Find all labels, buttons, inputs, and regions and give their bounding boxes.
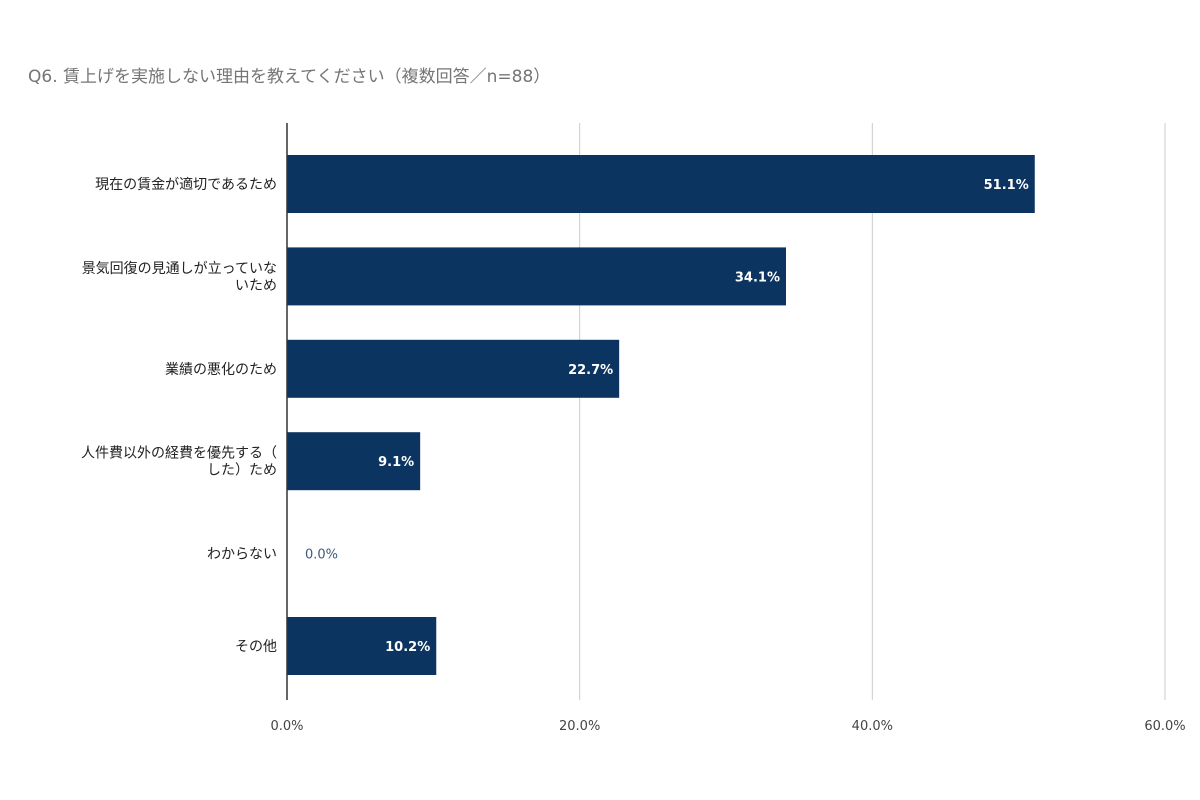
bar	[287, 432, 421, 491]
category-label: その他	[235, 639, 277, 655]
category-label: 業績の悪化のため	[165, 362, 277, 378]
category-label: 景気回復の見通しが立っていないため	[82, 260, 277, 294]
data-label: 0.0%	[305, 548, 338, 563]
chart-title: Q6. 賃上げを実施しない理由を教えてください（複数回答／n=88）	[28, 67, 551, 87]
data-label: 34.1%	[735, 270, 780, 285]
data-label: 9.1%	[378, 455, 414, 470]
category-label-line: 業績の悪化のため	[165, 362, 277, 378]
category-label: 人件費以外の経費を優先する（した）ため	[81, 446, 277, 479]
x-tick-label: 0.0%	[270, 719, 303, 734]
bar	[287, 155, 1035, 213]
data-label: 10.2%	[385, 640, 430, 655]
category-label-line: した）ため	[207, 463, 277, 479]
category-label-line: いため	[235, 278, 277, 294]
bar	[287, 339, 620, 398]
data-label: 22.7%	[568, 363, 613, 378]
category-label: 現在の賃金が適切であるため	[95, 176, 277, 193]
category-label-line: 景気回復の見通しが立っていな	[82, 260, 277, 277]
category-label-line: 現在の賃金が適切であるため	[95, 176, 277, 193]
category-label: わからない	[207, 547, 277, 563]
bar	[287, 617, 437, 675]
x-tick-label: 60.0%	[1144, 719, 1185, 734]
x-tick-label: 40.0%	[852, 719, 893, 734]
category-label-line: その他	[235, 639, 277, 655]
category-label-line: 人件費以外の経費を優先する（	[81, 446, 277, 462]
x-tick-label: 20.0%	[559, 719, 600, 734]
bar	[287, 247, 786, 306]
data-label: 51.1%	[984, 178, 1029, 193]
category-label-line: わからない	[207, 547, 277, 563]
